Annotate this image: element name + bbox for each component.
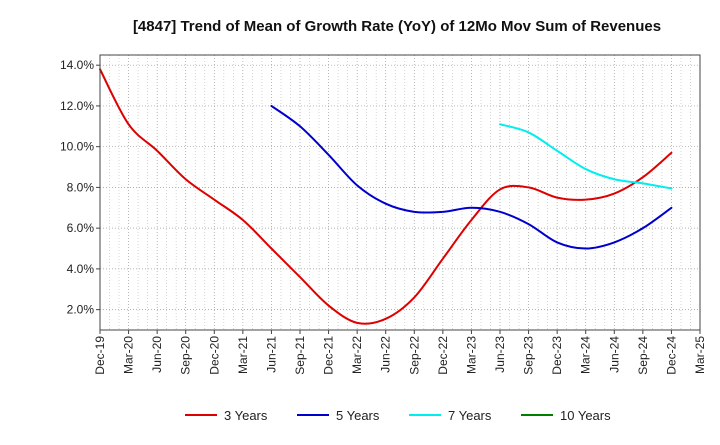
series-lines bbox=[99, 68, 673, 325]
x-tick-label: Jun-21 bbox=[264, 336, 278, 373]
x-tick-label: Dec-19 bbox=[93, 336, 107, 375]
y-tick-label: 2.0% bbox=[67, 303, 95, 317]
y-axis: 2.0% 4.0% 6.0% 8.0% 10.0% 12.0% 14.0% bbox=[60, 58, 100, 317]
x-tick-label: Jun-22 bbox=[379, 336, 393, 373]
legend: 3 Years 5 Years 7 Years 10 Years bbox=[185, 408, 611, 423]
x-tick-label: Sep-22 bbox=[407, 336, 421, 375]
x-tick-label: Mar-24 bbox=[579, 336, 593, 374]
y-tick-label: 6.0% bbox=[67, 221, 95, 235]
y-tick-label: 8.0% bbox=[67, 180, 95, 194]
plot-frame bbox=[99, 54, 701, 331]
x-tick-label: Jun-24 bbox=[607, 336, 621, 373]
x-tick-label: Sep-20 bbox=[179, 336, 193, 375]
y-tick-label: 10.0% bbox=[60, 140, 94, 154]
series-line-7-years bbox=[499, 123, 673, 190]
x-tick-label: Dec-24 bbox=[664, 336, 678, 375]
x-tick-label: Sep-24 bbox=[636, 336, 650, 375]
series-line-5-years bbox=[270, 104, 673, 250]
x-tick-label: Mar-22 bbox=[350, 336, 364, 374]
y-tick-label: 14.0% bbox=[60, 58, 94, 72]
x-tick-label: Sep-23 bbox=[522, 336, 536, 375]
x-tick-label: Jun-20 bbox=[150, 336, 164, 373]
legend-label-7-years: 7 Years bbox=[448, 408, 492, 423]
chart-title: [4847] Trend of Mean of Growth Rate (YoY… bbox=[133, 18, 661, 35]
x-tick-label: Dec-22 bbox=[436, 336, 450, 375]
legend-label-5-years: 5 Years bbox=[336, 408, 380, 423]
x-tick-label: Sep-21 bbox=[293, 336, 307, 375]
x-axis: Dec-19 Mar-20 Jun-20 Sep-20 Dec-20 Mar-21 Jun-… bbox=[93, 330, 707, 375]
x-tick-label: Mar-23 bbox=[464, 336, 478, 374]
x-tick-label: Dec-23 bbox=[550, 336, 564, 375]
x-tick-label: Mar-20 bbox=[122, 336, 136, 374]
x-tick-label: Dec-21 bbox=[322, 336, 336, 375]
legend-label-10-years: 10 Years bbox=[560, 408, 611, 423]
x-tick-label: Jun-23 bbox=[493, 336, 507, 373]
x-tick-label: Mar-21 bbox=[236, 336, 250, 374]
grid bbox=[100, 55, 700, 330]
x-tick-label: Dec-20 bbox=[207, 336, 221, 375]
y-tick-label: 12.0% bbox=[60, 99, 94, 113]
x-tick-label: Mar-25 bbox=[693, 336, 707, 374]
legend-label-3-years: 3 Years bbox=[224, 408, 268, 423]
y-tick-label: 4.0% bbox=[67, 262, 95, 276]
series-line-3-years bbox=[99, 68, 673, 325]
